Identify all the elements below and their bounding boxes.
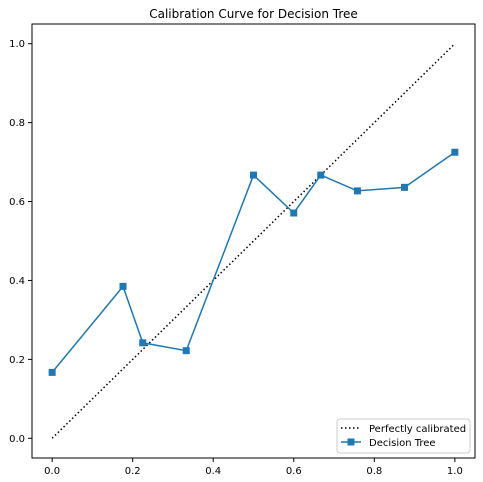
decision-tree-point xyxy=(139,339,147,347)
decision-tree-point xyxy=(451,148,459,156)
y-tick-label: 0.4 xyxy=(9,276,25,287)
y-tick-label: 0.8 xyxy=(9,118,25,129)
decision-tree-point xyxy=(353,187,361,195)
decision-tree-point xyxy=(290,209,298,217)
legend: Perfectly calibrated Decision Tree xyxy=(336,418,471,454)
decision-tree-point xyxy=(317,171,325,179)
x-tick-label: 0.4 xyxy=(205,466,221,477)
y-tick-label: 1.0 xyxy=(9,39,25,50)
decision-tree-point xyxy=(48,368,56,376)
x-axis: 0.0 0.2 0.4 0.6 0.8 1.0 xyxy=(44,458,463,477)
x-tick-label: 0.0 xyxy=(44,466,60,477)
x-tick-label: 1.0 xyxy=(447,466,463,477)
decision-tree-point xyxy=(182,347,190,355)
decision-tree-line xyxy=(51,151,456,373)
y-tick-label: 0.0 xyxy=(9,434,25,445)
x-tick-label: 0.2 xyxy=(125,466,141,477)
decision-tree-point xyxy=(119,282,127,290)
x-tick-label: 0.8 xyxy=(366,466,382,477)
x-tick-label: 0.6 xyxy=(286,466,302,477)
legend-box xyxy=(336,418,471,454)
legend-perfectly-calibrated-label: Perfectly calibrated xyxy=(369,424,466,435)
legend-decision-tree-label: Decision Tree xyxy=(369,438,436,449)
y-axis: 0.0 0.2 0.4 0.6 0.8 1.0 xyxy=(9,39,32,445)
y-tick-label: 0.6 xyxy=(9,197,25,208)
chart-title: Calibration Curve for Decision Tree xyxy=(149,7,358,21)
decision-tree-point xyxy=(250,171,257,179)
decision-tree-point xyxy=(401,183,409,191)
legend-decision-tree-marker xyxy=(347,438,355,446)
y-tick-label: 0.2 xyxy=(9,355,25,366)
series-layer xyxy=(48,43,459,439)
